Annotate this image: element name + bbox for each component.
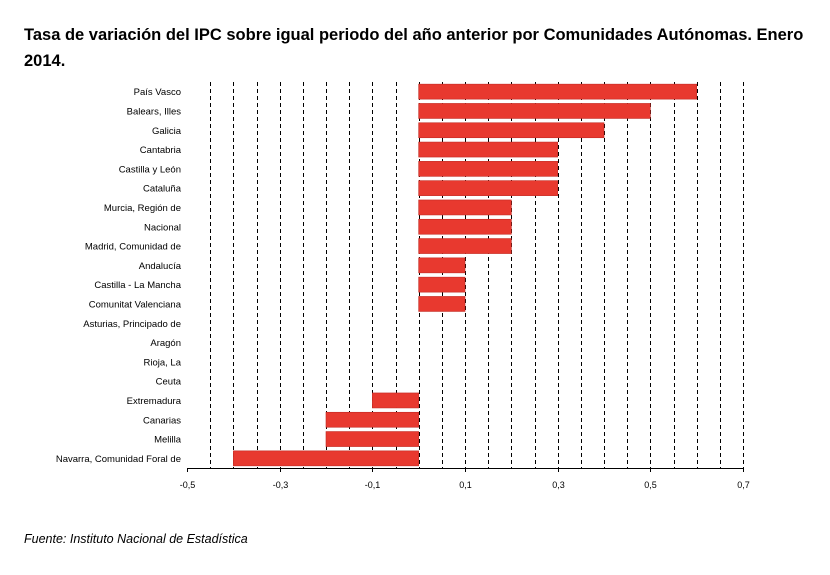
bar xyxy=(418,122,605,139)
bar xyxy=(325,431,419,447)
bars xyxy=(233,83,697,467)
category-label: Galicia xyxy=(152,126,182,137)
category-label: Cataluña xyxy=(143,184,182,195)
bar xyxy=(418,161,558,177)
bar xyxy=(372,392,419,409)
category-labels: País Vasco Balears, Illes Galicia Cantabria… xyxy=(56,87,182,465)
x-tick-label: -0,1 xyxy=(365,480,381,490)
gridlines xyxy=(210,82,744,468)
source-note: Fuente: Instituto Nacional de Estadístic… xyxy=(24,532,248,546)
x-tick-label: 0,1 xyxy=(459,480,472,490)
category-label: Melilla xyxy=(154,435,182,446)
category-label: Asturias, Principado de xyxy=(83,319,181,330)
bar xyxy=(418,141,558,158)
category-label: Madrid, Comunidad de xyxy=(85,242,181,253)
category-label: Cantabria xyxy=(140,145,182,156)
bar xyxy=(418,257,466,274)
x-tick-label: 0,3 xyxy=(552,480,565,490)
category-label: Nacional xyxy=(144,222,181,233)
category-label: Extremadura xyxy=(127,396,182,407)
bar xyxy=(418,238,512,254)
bar xyxy=(418,180,558,196)
category-label: Aragón xyxy=(150,338,181,349)
category-label: Balears, Illes xyxy=(127,106,182,117)
x-tick-label: -0,5 xyxy=(180,480,196,490)
bar xyxy=(418,83,697,100)
bar-chart: País Vasco Balears, Illes Galicia Cantabria… xyxy=(56,82,750,490)
chart-title: Tasa de variación del IPC sobre igual pe… xyxy=(24,26,804,70)
x-axis: -0,5 -0,3 -0,1 0,1 0,3 0,5 0,7 xyxy=(180,468,750,490)
bar xyxy=(418,276,466,293)
category-label: Navarra, Comunidad Foral de xyxy=(56,454,181,465)
x-tick-label: 0,5 xyxy=(644,480,657,490)
x-tick-label: 0,7 xyxy=(737,480,750,490)
category-label: Canarias xyxy=(143,415,181,426)
bar xyxy=(418,218,512,235)
category-label: Castilla - La Mancha xyxy=(94,280,181,291)
category-label: Comunitat Valenciana xyxy=(89,299,182,310)
bar xyxy=(418,296,466,312)
category-label: Castilla y León xyxy=(119,164,181,175)
x-tick-label: -0,3 xyxy=(273,480,289,490)
category-label: Andalucía xyxy=(139,261,182,272)
category-label: Rioja, La xyxy=(144,357,182,368)
category-label: Murcia, Región de xyxy=(104,203,181,214)
bar xyxy=(233,450,419,467)
category-label: País Vasco xyxy=(134,87,181,98)
bar xyxy=(418,103,651,119)
category-label: Ceuta xyxy=(156,377,182,388)
bar xyxy=(325,411,419,428)
bar xyxy=(418,199,512,216)
